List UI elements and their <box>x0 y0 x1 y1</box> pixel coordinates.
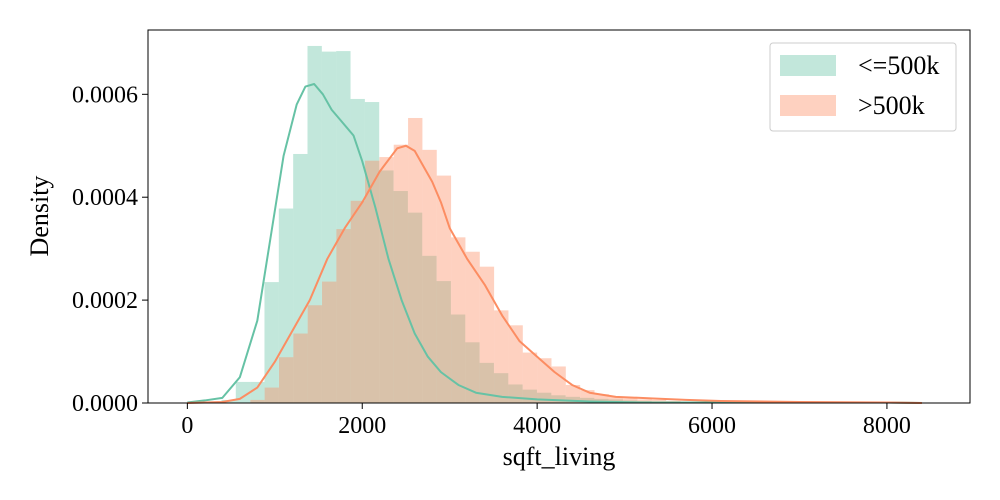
x-tick-label: 0 <box>181 413 193 439</box>
bar-gt500k-17 <box>494 310 509 403</box>
bar-gt500k-12 <box>422 149 437 403</box>
bar-le500k-4 <box>278 208 294 403</box>
bar-gt500k-19 <box>522 352 538 403</box>
bar-gt500k-9 <box>379 157 394 403</box>
legend-label-le500k: <=500k <box>858 51 939 80</box>
bar-le500k-14 <box>422 255 437 403</box>
bar-gt500k-1 <box>264 387 279 403</box>
plot-frame <box>147 29 971 404</box>
bar-le500k-6 <box>307 45 322 403</box>
legend-swatch-gt500k <box>780 95 836 116</box>
bar-le500k-3 <box>264 282 279 403</box>
bar-gt500k-7 <box>350 200 366 403</box>
y-tick-label: 0.0000 <box>72 391 138 417</box>
y-axis-label: Density <box>25 176 54 257</box>
bar-le500k-8 <box>336 51 351 404</box>
bar-gt500k-14 <box>451 237 466 403</box>
bar-gt500k-25 <box>608 396 624 403</box>
bar-le500k-23 <box>551 395 566 403</box>
bar-le500k-7 <box>321 51 337 404</box>
series-bars-gt500k <box>250 117 753 404</box>
x-tick-label: 8000 <box>863 413 911 439</box>
y-tick-label: 0.0002 <box>72 288 138 314</box>
legend-frame <box>769 42 957 132</box>
bar-le500k-17 <box>465 342 480 403</box>
bar-gt500k-6 <box>336 229 351 403</box>
bar-gt500k-26 <box>623 398 638 403</box>
bar-le500k-1 <box>235 381 251 403</box>
bar-le500k-13 <box>407 212 423 403</box>
legend-swatch-le500k <box>780 55 836 76</box>
y-axis: 0.0000 0.0002 0.0004 0.0006 <box>72 82 148 417</box>
bar-gt500k-15 <box>465 251 480 403</box>
bar-gt500k-5 <box>322 281 337 403</box>
bar-gt500k-13 <box>436 175 452 403</box>
series-bars-le500k <box>221 45 652 404</box>
bar-le500k-9 <box>350 98 365 403</box>
x-tick-label: 2000 <box>338 413 386 439</box>
kde-line-le500k <box>187 83 922 404</box>
bar-gt500k-21 <box>551 366 566 403</box>
bar-gt500k-3 <box>293 333 308 403</box>
kde-curves <box>187 83 922 404</box>
bar-gt500k-27 <box>637 399 652 403</box>
x-tick-label: 6000 <box>688 413 736 439</box>
y-tick-label: 0.0006 <box>72 82 138 108</box>
legend: <=500k >500k <box>769 42 957 132</box>
bar-gt500k-22 <box>565 384 581 403</box>
bar-gt500k-18 <box>508 325 523 403</box>
x-tick-label: 4000 <box>513 413 561 439</box>
kde-line-gt500k <box>187 144 922 404</box>
x-axis: 0 2000 4000 6000 8000 <box>181 403 911 439</box>
bar-le500k-2 <box>250 381 265 403</box>
bar-gt500k-28 <box>651 399 667 403</box>
bar-gt500k-4 <box>307 305 323 403</box>
bar-gt500k-0 <box>250 399 265 403</box>
bar-gt500k-8 <box>365 160 380 403</box>
bar-gt500k-2 <box>279 357 294 403</box>
y-tick-label: 0.0004 <box>72 185 138 211</box>
bar-gt500k-16 <box>479 266 495 403</box>
x-axis-label: sqft_living <box>503 442 616 471</box>
bar-gt500k-24 <box>594 394 609 403</box>
bar-le500k-11 <box>379 170 394 403</box>
bar-le500k-5 <box>293 153 308 403</box>
bar-gt500k-11 <box>408 117 423 403</box>
bar-gt500k-20 <box>537 358 552 403</box>
bar-le500k-22 <box>536 392 552 403</box>
legend-label-gt500k: >500k <box>858 91 925 120</box>
bar-gt500k-10 <box>393 144 409 404</box>
